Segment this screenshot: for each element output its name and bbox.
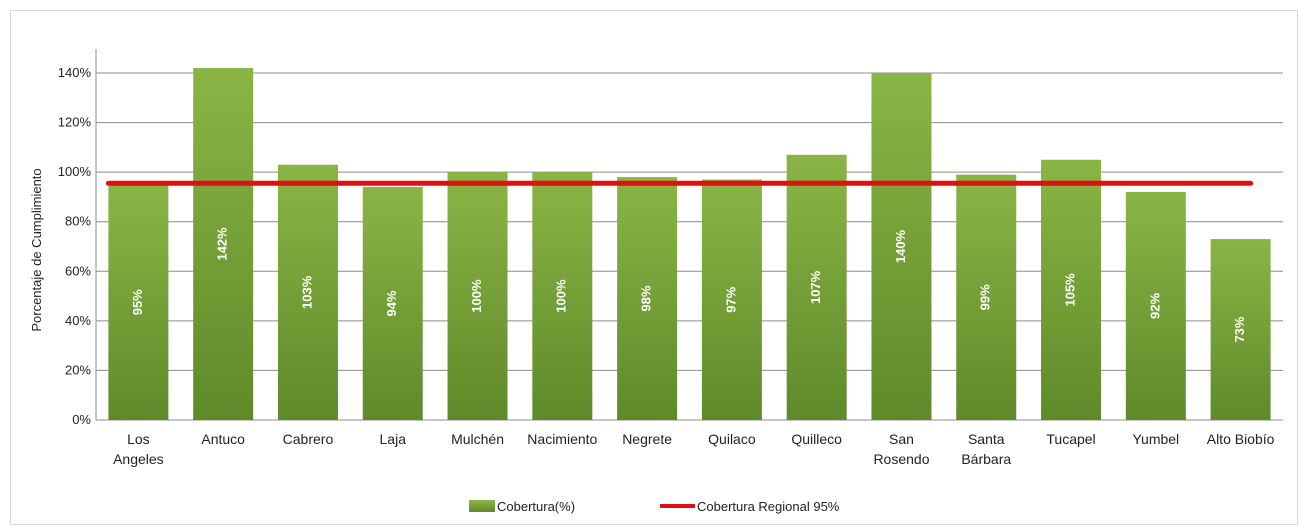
bar-data-label: 98%: [639, 285, 654, 311]
bar: [362, 187, 423, 420]
x-tick-label: Quilaco: [708, 431, 756, 447]
bar-data-label: 97%: [723, 286, 738, 312]
x-tick-label: Yumbel: [1132, 431, 1179, 447]
x-tick-label: Los: [127, 431, 150, 447]
bar-data-label: 100%: [554, 279, 569, 313]
bar-data-label: 99%: [978, 284, 993, 310]
bar: [193, 68, 254, 421]
x-tick-label: Nacimiento: [527, 431, 597, 447]
bar: [701, 179, 762, 420]
bars: 95% 142% 103% 94% 100% 100% 98% 97% 107% 140% 99% 1…: [108, 68, 1271, 421]
x-tick-labels: Los Angeles Antuco Cabrero Laja Mulchén Nacimi…: [113, 431, 1275, 467]
legend: Cobertura(%) Cobertura Regional 95%: [469, 499, 840, 514]
x-tick-label: Cabrero: [283, 431, 334, 447]
bar: [277, 164, 338, 420]
bar-data-label: 94%: [384, 290, 399, 316]
y-tick-labels: 0% 20% 40% 60% 80% 100% 120% 140%: [58, 65, 92, 427]
y-tick-label: 100%: [58, 164, 92, 179]
bar: [871, 73, 932, 420]
y-tick-label: 120%: [58, 115, 92, 130]
bar-data-label: 73%: [1232, 316, 1247, 342]
axes: [95, 49, 1283, 421]
gridlines: [96, 72, 1283, 371]
y-tick-label: 40%: [65, 313, 91, 328]
x-tick-label: Rosendo: [873, 451, 929, 467]
x-tick-label: Tucapel: [1046, 431, 1095, 447]
bar: [447, 172, 508, 420]
bar: [786, 154, 847, 421]
bar: [532, 172, 593, 420]
x-tick-label: Quilleco: [791, 431, 842, 447]
legend-label-cobertura: Cobertura(%): [497, 499, 575, 514]
bar-data-label: 140%: [893, 229, 908, 263]
bar: [617, 177, 678, 420]
x-tick-label: Bárbara: [961, 451, 1011, 467]
bar: [1041, 159, 1102, 420]
x-tick-label: Alto Biobío: [1207, 431, 1275, 447]
bar: [1210, 239, 1271, 420]
bar-data-label: 107%: [808, 270, 823, 304]
x-tick-label: San: [889, 431, 914, 447]
x-tick-label: Negrete: [622, 431, 672, 447]
y-tick-label: 0%: [72, 412, 91, 427]
bar-data-label: 105%: [1062, 273, 1077, 307]
y-tick-label: 80%: [65, 214, 91, 229]
bar-data-label: 95%: [130, 289, 145, 315]
bar: [1125, 191, 1186, 420]
x-tick-label: Antuco: [201, 431, 245, 447]
bar-data-label: 92%: [1147, 293, 1162, 319]
x-tick-label: Mulchén: [451, 431, 504, 447]
legend-label-regional: Cobertura Regional 95%: [697, 499, 840, 514]
bar: [956, 174, 1017, 420]
x-tick-label: Angeles: [113, 451, 164, 467]
x-tick-label: Santa: [968, 431, 1005, 447]
y-tick-label: 60%: [65, 263, 91, 278]
bar-data-label: 100%: [469, 279, 484, 313]
legend-swatch-bar: [469, 500, 495, 512]
bar: [108, 184, 169, 420]
bar-data-label: 142%: [215, 227, 230, 261]
bar-data-label: 103%: [299, 275, 314, 309]
y-axis-label: Porcentaje de Cumplimiento: [29, 168, 44, 331]
x-tick-label: Laja: [380, 431, 407, 447]
y-tick-label: 140%: [58, 65, 92, 80]
y-tick-label: 20%: [65, 362, 91, 377]
